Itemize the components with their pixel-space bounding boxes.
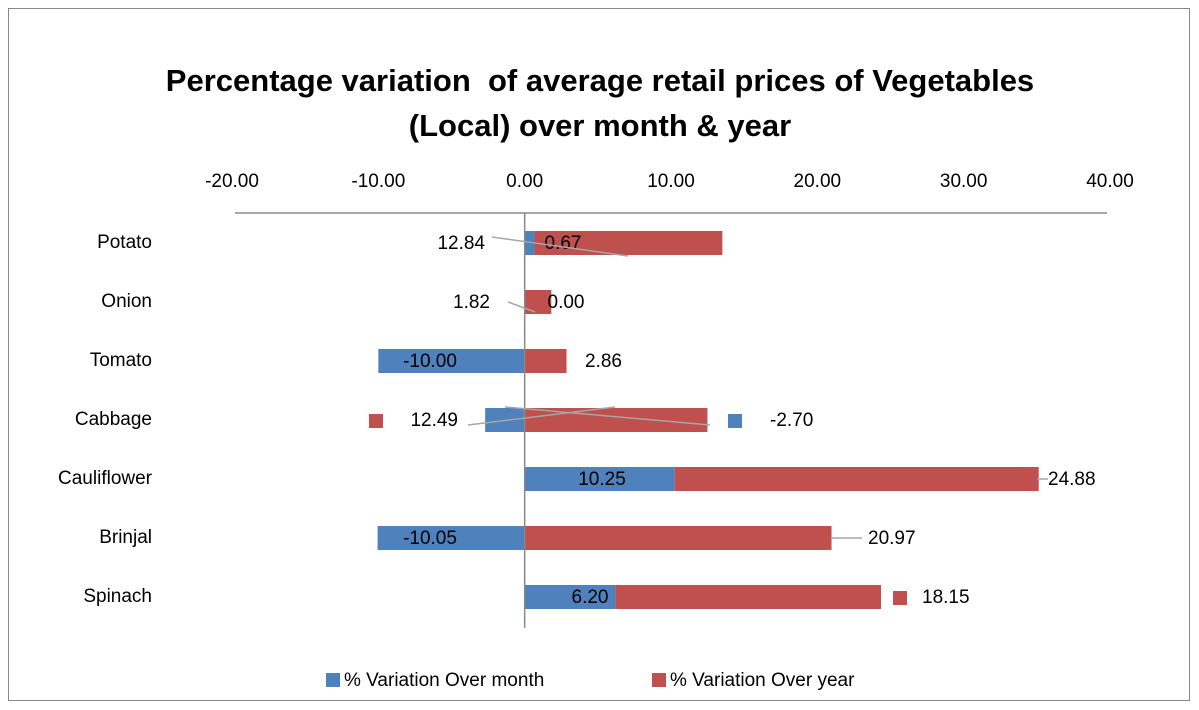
- data-label: 6.20: [572, 587, 609, 608]
- bar: [615, 585, 881, 609]
- legend-label: % Variation Over month: [344, 670, 544, 691]
- x-tick-label: -10.00: [351, 171, 405, 192]
- data-label: -10.00: [403, 351, 457, 372]
- bar: [674, 467, 1039, 491]
- chart-title: Percentage variation of average retail p…: [165, 63, 1043, 143]
- legend-swatch: [326, 673, 340, 687]
- data-label: 12.84: [437, 233, 485, 254]
- bar: [524, 526, 832, 550]
- x-tick-label: 10.00: [647, 171, 695, 192]
- y-tick-label: Onion: [101, 291, 152, 312]
- y-tick-label: Brinjal: [99, 527, 152, 548]
- x-tick-label: 0.00: [506, 171, 543, 192]
- x-tick-label: 30.00: [940, 171, 988, 192]
- y-tick-label: Cabbage: [75, 409, 152, 430]
- data-label: 12.49: [410, 410, 458, 431]
- bar: [534, 231, 723, 255]
- x-tick-label: -20.00: [205, 171, 259, 192]
- leader-line: [467, 406, 616, 426]
- data-label: 1.82: [453, 292, 490, 313]
- legend-label: % Variation Over year: [670, 670, 855, 691]
- data-label: 0.67: [545, 233, 582, 254]
- bar: [524, 467, 675, 491]
- bar: [377, 526, 525, 550]
- leader-line: [507, 301, 536, 313]
- label-key: [369, 414, 383, 428]
- x-tick-label: 40.00: [1086, 171, 1134, 192]
- y-tick-label: Cauliflower: [58, 468, 153, 489]
- y-tick-label: Potato: [97, 232, 152, 253]
- data-label: -2.70: [770, 410, 813, 431]
- bar: [524, 349, 567, 373]
- bar: [378, 349, 525, 373]
- data-label: 24.88: [1048, 469, 1096, 490]
- data-label: 0.00: [548, 292, 585, 313]
- data-label: 10.25: [578, 469, 626, 490]
- x-tick-label: 20.00: [794, 171, 842, 192]
- data-label: 20.97: [868, 528, 916, 549]
- y-tick-label: Tomato: [90, 350, 152, 371]
- data-label: 18.15: [922, 587, 970, 608]
- bar: [524, 585, 616, 609]
- frame: [8, 8, 1190, 701]
- legend-swatch: [652, 673, 666, 687]
- data-label: -10.05: [403, 528, 457, 549]
- label-key: [728, 414, 742, 428]
- leader-line: [491, 236, 629, 257]
- leader-line: [504, 406, 711, 426]
- data-label: 2.86: [585, 351, 622, 372]
- label-key: [893, 591, 907, 605]
- y-tick-label: Spinach: [83, 586, 152, 607]
